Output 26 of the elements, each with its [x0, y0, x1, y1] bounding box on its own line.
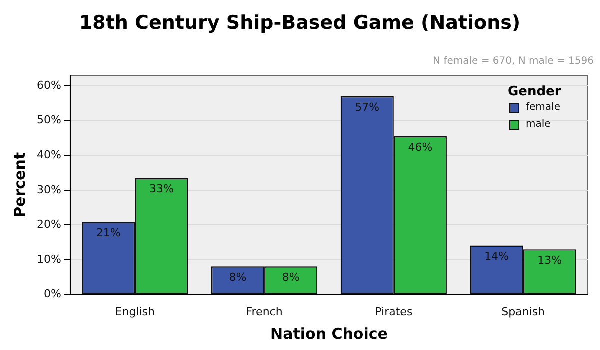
chart-title: 18th Century Ship-Based Game (Nations) [78, 12, 522, 34]
data-label: 13% [538, 254, 562, 267]
data-label: 8% [229, 270, 247, 284]
legend-label: male [526, 119, 551, 130]
data-label: 57% [355, 100, 380, 114]
data-label: 46% [408, 140, 433, 154]
y-tick-label: 30% [36, 183, 62, 196]
y-tick-label: 0% [44, 288, 62, 301]
data-label: 8% [282, 270, 300, 284]
y-tick-label: 50% [36, 114, 62, 127]
x-tick-label: French [246, 305, 283, 318]
y-tick-label: 40% [36, 148, 62, 162]
y-tick-label: 60% [36, 78, 62, 92]
data-label: 14% [484, 250, 510, 264]
y-tick-label: 20% [36, 218, 62, 232]
data-label: 21% [96, 226, 121, 240]
x-tick-label: English [115, 305, 156, 318]
x-axis-title: Nation Choice [270, 324, 388, 343]
x-tick-label: Spanish [502, 305, 546, 318]
y-tick-label: 10% [36, 252, 62, 266]
data-label: 33% [149, 182, 174, 196]
legend-label: female [526, 102, 560, 114]
legend-title: Gender [508, 84, 562, 100]
text: N female = 670, N male = 1596 [433, 56, 594, 67]
x-tick-label: Pirates [375, 305, 413, 318]
y-axis-title: Percent [10, 152, 29, 218]
